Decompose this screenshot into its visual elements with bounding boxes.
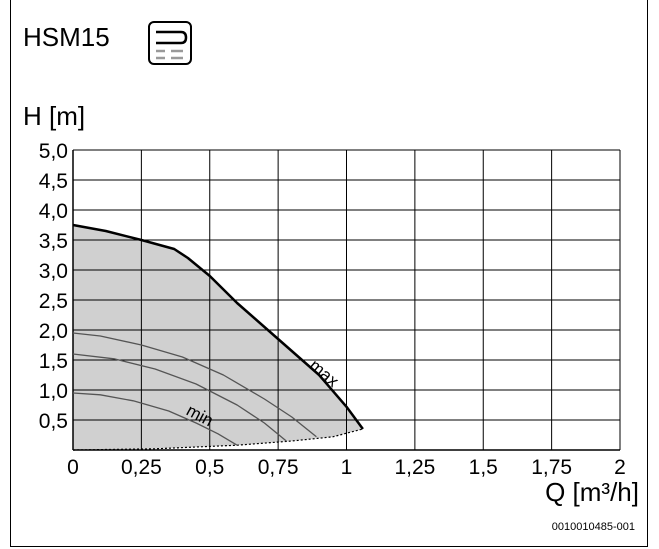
x-tick-label: 0,25: [121, 456, 162, 479]
y-tick-label: 2,0: [39, 320, 68, 343]
x-tick-label: 0: [67, 456, 79, 479]
y-tick-label: 0,5: [39, 410, 68, 433]
operating-area: [73, 225, 363, 450]
chart-title: HSM15: [23, 22, 110, 52]
x-tick-label: 2: [614, 456, 626, 479]
max-curve: [72, 223, 364, 430]
y-tick-label: 3,0: [39, 260, 68, 283]
x-tick-label: 1,75: [531, 456, 572, 479]
x-tick-label: 1,5: [469, 456, 498, 479]
x-tick-label: 1,25: [394, 456, 435, 479]
y-tick-label: 1,5: [39, 350, 68, 373]
speed-curve-1: [72, 332, 317, 438]
y-tick-label: 2,5: [39, 290, 68, 313]
y-tick-label: 5,0: [39, 140, 68, 163]
y-axis-label: H [m]: [23, 101, 86, 131]
x-tick-label: 1: [341, 456, 353, 479]
lower-boundary-line: [72, 428, 364, 451]
diagram-frame: [10, 0, 648, 547]
speed-curve-2: [72, 353, 287, 442]
document-code: 0010010485-001: [551, 521, 635, 533]
min-curve: [72, 392, 238, 446]
y-tick-label: 3,5: [39, 230, 68, 253]
hydraulic-module-icon: [148, 21, 192, 65]
y-tick-label: 4,5: [39, 170, 68, 193]
x-tick-label: 0,5: [195, 456, 224, 479]
y-tick-label: 1,0: [39, 380, 68, 403]
x-axis-label: Q [m³/h]: [545, 477, 639, 507]
y-tick-label: 4,0: [39, 200, 68, 223]
x-tick-label: 0,75: [258, 456, 299, 479]
